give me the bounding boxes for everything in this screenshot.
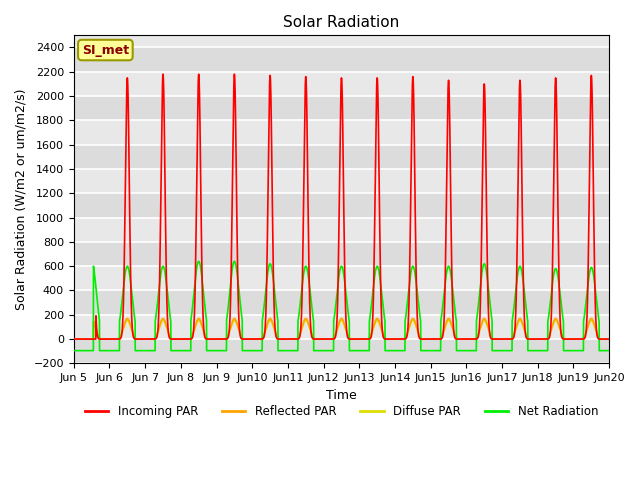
Legend: Incoming PAR, Reflected PAR, Diffuse PAR, Net Radiation: Incoming PAR, Reflected PAR, Diffuse PAR… xyxy=(80,401,603,423)
X-axis label: Time: Time xyxy=(326,389,357,402)
Bar xyxy=(74,217,609,242)
Bar xyxy=(74,290,609,315)
Bar xyxy=(74,48,609,72)
Bar xyxy=(74,339,609,363)
Y-axis label: Solar Radiation (W/m2 or um/m2/s): Solar Radiation (W/m2 or um/m2/s) xyxy=(15,89,28,310)
Text: SI_met: SI_met xyxy=(82,44,129,57)
Title: Solar Radiation: Solar Radiation xyxy=(284,15,399,30)
Bar xyxy=(74,193,609,217)
Bar xyxy=(74,144,609,169)
Bar xyxy=(74,72,609,96)
Bar xyxy=(74,96,609,120)
Bar xyxy=(74,169,609,193)
Bar xyxy=(74,242,609,266)
Bar xyxy=(74,266,609,290)
Bar xyxy=(74,315,609,339)
Bar xyxy=(74,120,609,144)
